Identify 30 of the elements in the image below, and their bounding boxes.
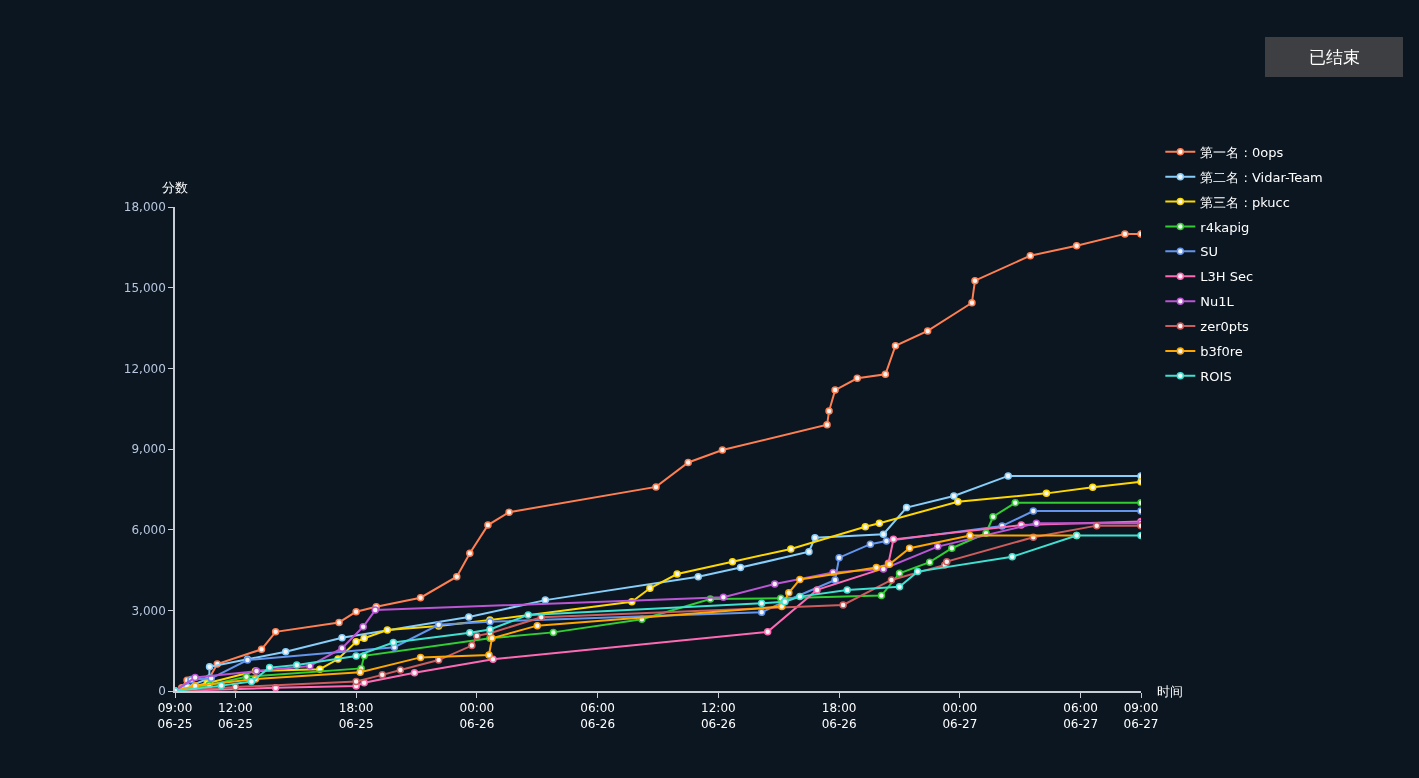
legend-label: 第三名 : pkucc — [1200, 194, 1290, 210]
y-tick-label: 3,000 — [131, 603, 166, 618]
x-tick-label: 09:00 06-27 — [1123, 701, 1159, 731]
x-axis-title: 时间 — [1157, 684, 1183, 699]
legend-label: zer0pts — [1200, 319, 1250, 335]
y-tick-label: 18,000 — [123, 200, 166, 215]
legend-label: b3f0re — [1200, 344, 1243, 360]
x-tick-label: 06:00 06-26 — [580, 701, 616, 731]
x-tick-label: 00:00 06-26 — [459, 701, 495, 731]
x-tick-label: 12:00 06-26 — [700, 701, 736, 731]
legend-label: L3H Sec — [1200, 269, 1254, 285]
legend-label: r4kapig — [1200, 219, 1250, 235]
legend-label: Nu1L — [1200, 294, 1235, 310]
y-tick-label: 15,000 — [123, 280, 166, 295]
text: 已结束 — [1308, 47, 1360, 67]
x-tick-label: 06:00 06-27 — [1063, 701, 1099, 731]
y-tick-label: 12,000 — [123, 361, 166, 376]
x-tick-label: 09:00 06-25 — [157, 701, 193, 731]
y-tick-label: 9,000 — [131, 442, 166, 457]
legend-label: 第一名 : 0ops — [1200, 144, 1284, 160]
y-tick-label: 6,000 — [131, 522, 166, 537]
x-tick-label: 00:00 06-27 — [942, 701, 978, 731]
legend-label: SU — [1200, 244, 1219, 260]
legend-label: 第二名 : Vidar-Team — [1200, 169, 1323, 185]
legend-label: ROIS — [1200, 368, 1232, 384]
x-tick-label: 18:00 06-25 — [338, 701, 374, 731]
y-axis-title: 分数 — [162, 180, 188, 195]
x-tick-label: 18:00 06-26 — [821, 701, 857, 731]
x-tick-label: 12:00 06-25 — [217, 701, 253, 731]
y-tick-label: 0 — [158, 684, 166, 699]
